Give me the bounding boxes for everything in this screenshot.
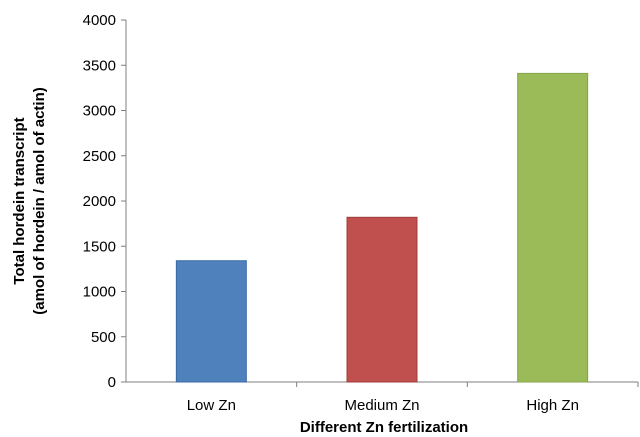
x-tick-label: Medium Zn xyxy=(344,397,419,414)
y-tick-label: 0 xyxy=(108,374,116,391)
y-tick-label: 4000 xyxy=(83,12,116,29)
bar xyxy=(346,216,418,383)
y-tick-label: 3500 xyxy=(83,57,116,74)
y-tick-label: 2500 xyxy=(83,148,116,165)
x-tick-label: Low Zn xyxy=(187,397,236,414)
y-tick-label: 1500 xyxy=(83,238,116,255)
y-tick-label: 1000 xyxy=(83,284,116,301)
y-tick-label: 2000 xyxy=(83,193,116,210)
y-tick-label: 500 xyxy=(91,329,116,346)
bar xyxy=(517,72,589,383)
bars xyxy=(175,72,589,383)
x-axis: Low Zn Medium Zn High Zn xyxy=(126,381,639,414)
y-axis: 0 500 1000 1500 2000 2500 3000 3500 4000 xyxy=(83,12,127,391)
x-axis-title: Different Zn fertilization xyxy=(300,419,468,436)
bar xyxy=(175,260,247,383)
y-axis-title-line-1: Total hordein transcript xyxy=(11,117,28,284)
x-tick-label: High Zn xyxy=(526,397,579,414)
y-tick-label: 3000 xyxy=(83,103,116,120)
y-axis-title-line-2: (amol of hordein / amol of actin) xyxy=(31,87,48,315)
